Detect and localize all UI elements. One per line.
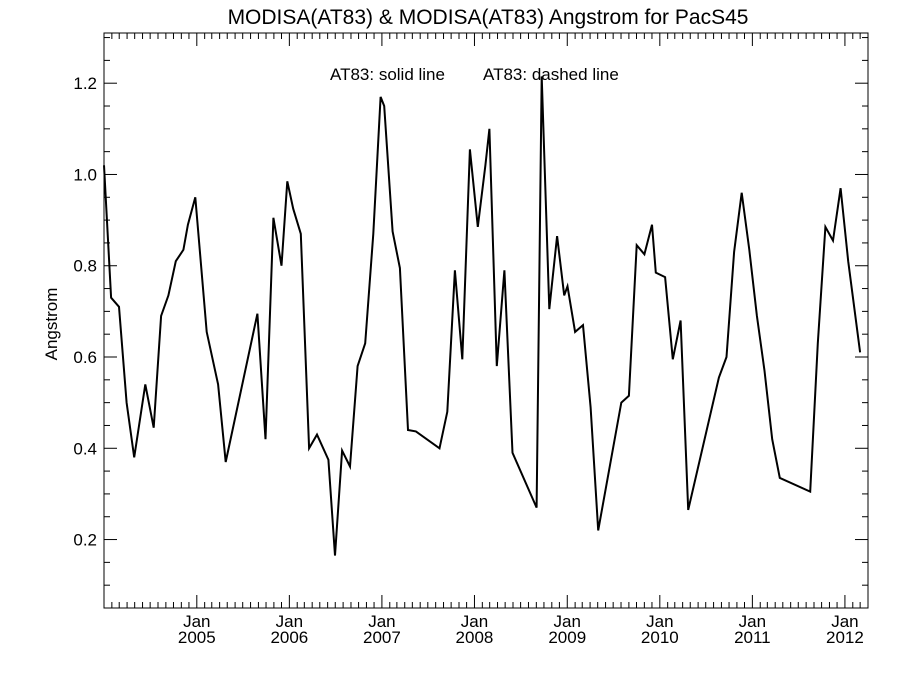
- x-tick-label-year: 2010: [641, 628, 679, 647]
- x-tick-label-year: 2011: [734, 628, 771, 647]
- chart-title: MODISA(AT83) & MODISA(AT83) Angstrom for…: [228, 6, 749, 29]
- x-tick-label-year: 2006: [270, 628, 308, 647]
- x-tick-label-month: Jan: [461, 612, 488, 631]
- x-tick-label-month: Jan: [368, 612, 395, 631]
- x-tick-label-year: 2008: [456, 628, 494, 647]
- annotation-dashed-line: AT83: dashed line: [483, 65, 619, 84]
- x-tick-label-year: 2012: [826, 628, 864, 647]
- x-tick-label-year: 2005: [178, 628, 216, 647]
- x-tick-label-month: Jan: [276, 612, 303, 631]
- y-tick-label: 0.6: [73, 348, 97, 367]
- plot-frame: [103, 32, 869, 609]
- x-tick-label-month: Jan: [183, 612, 210, 631]
- y-tick-label: 0.4: [73, 439, 97, 458]
- y-tick-label: 1.2: [73, 74, 97, 93]
- x-tick-label-month: Jan: [554, 612, 581, 631]
- series-line: [103, 76, 862, 556]
- x-tick-label-month: Jan: [831, 612, 858, 631]
- annotation-solid-line: AT83: solid line: [330, 65, 445, 84]
- x-tick-label-year: 2007: [363, 628, 401, 647]
- x-tick-label-month: Jan: [646, 612, 673, 631]
- x-tick-label-month: Jan: [739, 612, 766, 631]
- y-tick-label: 0.2: [73, 531, 97, 550]
- y-axis-label: Angstrom: [42, 288, 61, 361]
- y-tick-label: 1.0: [73, 165, 97, 184]
- y-tick-label: 0.8: [73, 257, 97, 276]
- x-tick-label-year: 2009: [548, 628, 586, 647]
